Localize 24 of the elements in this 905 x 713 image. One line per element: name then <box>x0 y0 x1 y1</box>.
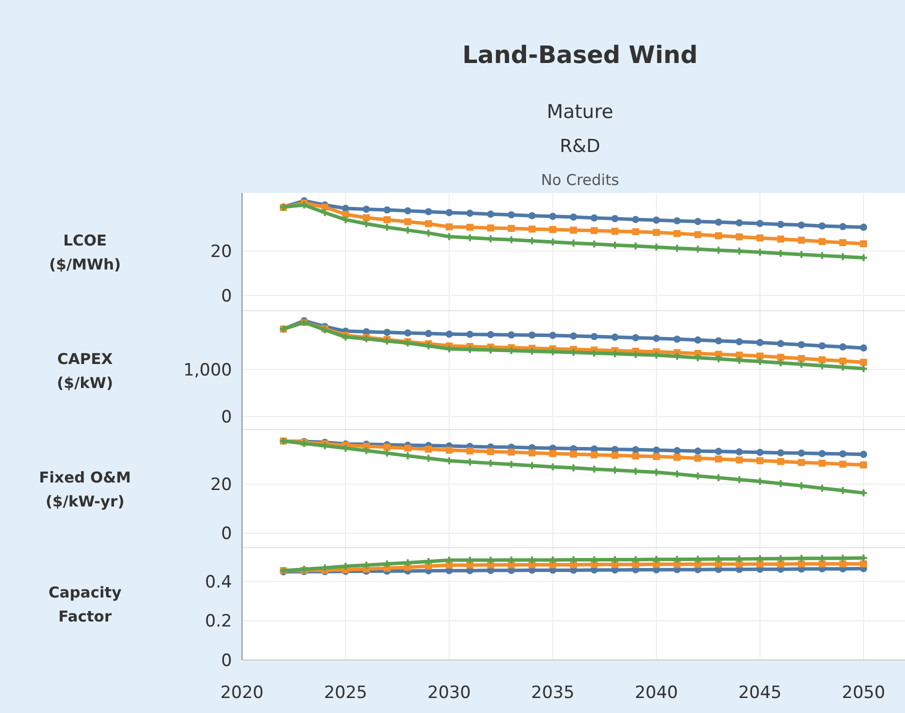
y-axis-title: Capacity Factor <box>48 583 122 626</box>
y-tick-label: 0 <box>221 524 232 544</box>
y-tick-label: 0.2 <box>204 612 232 632</box>
y-tick-label: 0 <box>221 408 232 428</box>
y-tick-label: 0 <box>221 286 232 306</box>
x-tick-label: 2040 <box>634 683 678 703</box>
y-tick-label: 0.4 <box>204 572 232 592</box>
y-tick-label: 1,000 <box>183 360 232 380</box>
y-axis-title: CAPEX ($/kW) <box>56 350 114 392</box>
x-tick-label: 2035 <box>531 683 574 703</box>
y-tick-label: 20 <box>210 475 232 496</box>
y-tick-label: 20 <box>210 242 232 262</box>
x-tick-label: 2045 <box>738 683 782 703</box>
y-axis-title: Fixed O&M ($/kW-yr) <box>39 468 131 510</box>
x-tick-label: 2025 <box>324 683 368 703</box>
y-axis-title: LCOE ($/MWh) <box>49 231 121 274</box>
y-tick-label: 0 <box>221 650 232 671</box>
x-tick-label: 2050 <box>842 683 886 703</box>
chart-subtitle: Mature <box>546 101 614 123</box>
chart-title: Land-Based Wind <box>462 41 698 69</box>
text: No Credits <box>540 171 620 189</box>
text: R&D <box>560 136 600 157</box>
x-tick-label: 2030 <box>428 683 471 703</box>
x-tick-label: 2020 <box>220 683 264 703</box>
